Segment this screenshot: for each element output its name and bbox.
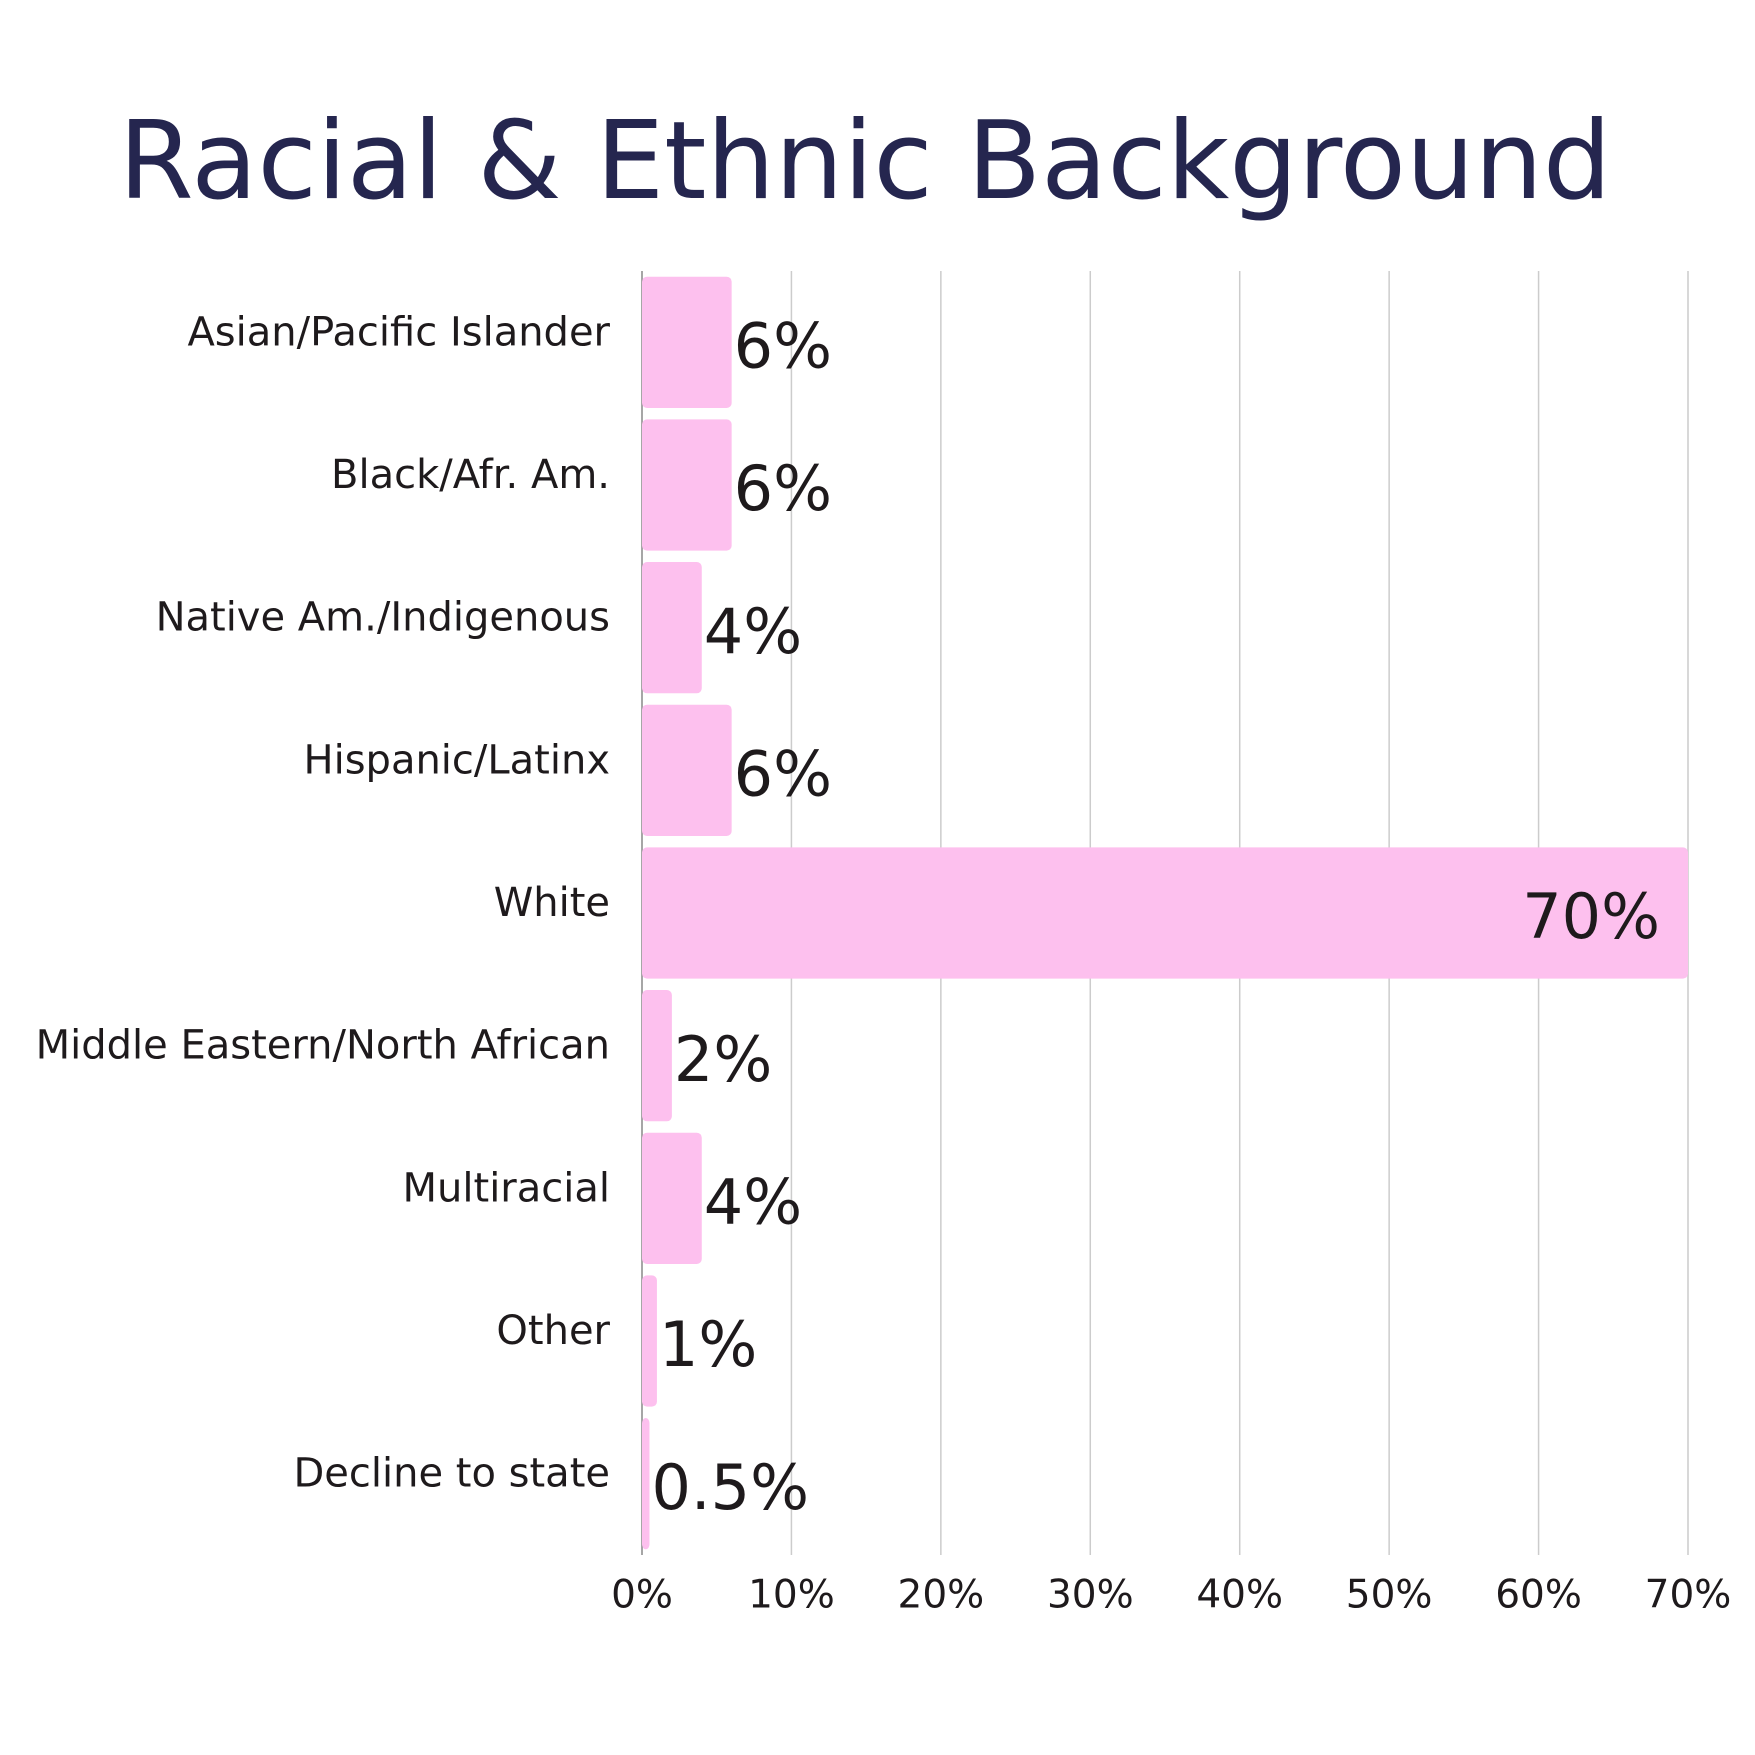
y-tick-label: Decline to state <box>293 1451 610 1497</box>
value-label: 0.5% <box>651 1451 809 1524</box>
value-label: 1% <box>659 1308 757 1381</box>
value-label: 4% <box>704 595 802 668</box>
x-tick-label: 30% <box>1047 1573 1134 1618</box>
x-tick-label: 20% <box>898 1573 985 1618</box>
bar <box>642 1418 650 1550</box>
bar <box>642 1275 657 1407</box>
y-tick-label: Middle Eastern/North African <box>36 1023 610 1069</box>
y-tick-label: White <box>494 880 610 926</box>
x-tick-label: 60% <box>1495 1573 1582 1618</box>
bar <box>642 1132 702 1264</box>
y-tick-label: Black/Afr. Am. <box>331 452 610 498</box>
bar <box>642 562 702 694</box>
y-tick-label: Asian/Pacific Islander <box>187 309 610 355</box>
x-tick-label: 0% <box>611 1573 673 1618</box>
value-label: 4% <box>704 1165 802 1238</box>
bar <box>642 847 1688 979</box>
value-label: 2% <box>674 1023 772 1096</box>
y-tick-label: Multiracial <box>403 1165 610 1211</box>
bar <box>642 704 732 836</box>
y-tick-label: Native Am./Indigenous <box>156 595 610 641</box>
bar <box>642 990 672 1122</box>
chart-title: Racial & Ethnic Background <box>119 99 1612 224</box>
value-label: 70% <box>1522 880 1660 953</box>
x-tick-label: 40% <box>1196 1573 1283 1618</box>
bar <box>642 276 732 408</box>
y-tick-label: Other <box>496 1308 610 1354</box>
value-label: 6% <box>734 737 832 810</box>
y-tick-label: Hispanic/Latinx <box>304 737 610 783</box>
value-label: 6% <box>734 452 832 525</box>
value-label: 6% <box>734 309 832 382</box>
x-tick-label: 50% <box>1346 1573 1433 1618</box>
bar <box>642 419 732 551</box>
x-tick-label: 10% <box>748 1573 835 1618</box>
x-tick-label: 70% <box>1645 1573 1732 1618</box>
